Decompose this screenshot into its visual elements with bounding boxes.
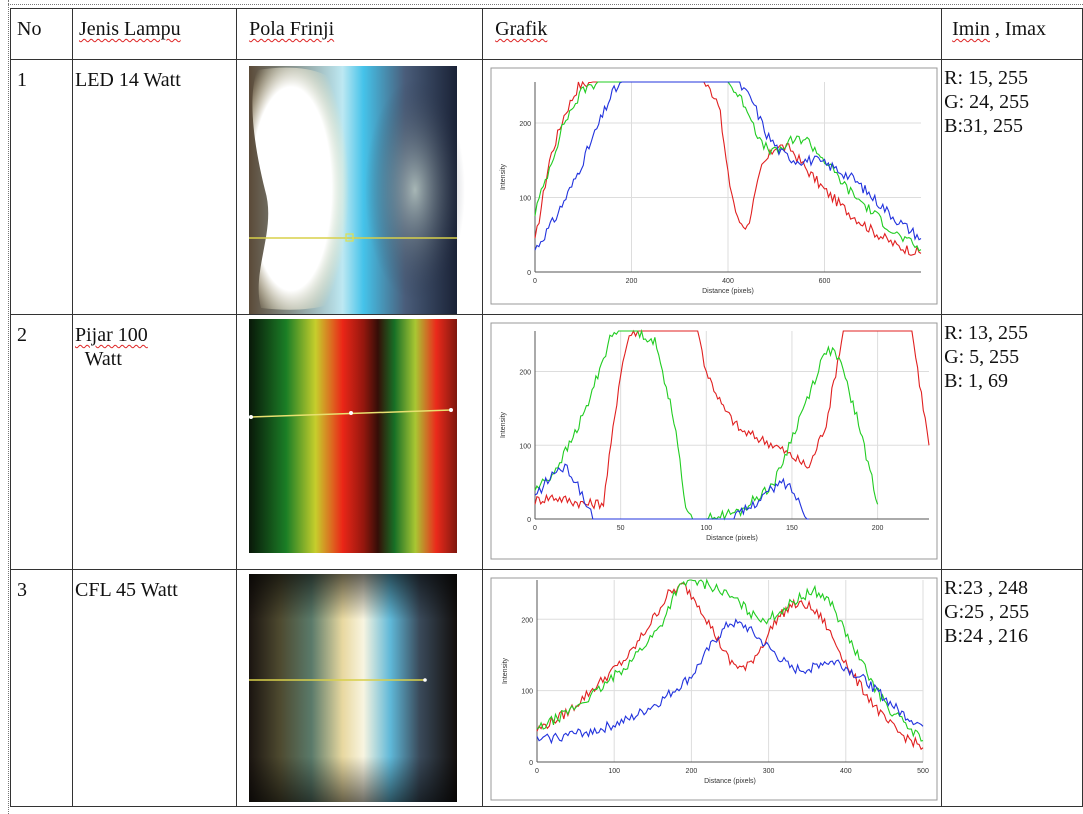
header-imin-label: Imin: [952, 18, 990, 40]
page-margin-left: [8, 0, 9, 814]
graph-cell: 0 50 100 150 200 0 100 200 Distance (pixels) Inte…: [482, 314, 943, 570]
x-tick-label: 50: [617, 525, 625, 532]
value-green: G: 5, 255: [944, 346, 1020, 368]
y-tick-label: 100: [519, 195, 531, 202]
lamp-name-line1: Pijar 100: [75, 324, 148, 346]
value-blue: B:24 , 216: [944, 625, 1029, 647]
header-row: No Jenis Lampu Pola Frinji Grafik Imin ,…: [10, 8, 1083, 60]
value-blue: B:31, 255: [944, 115, 1024, 137]
header-imin-imax: Imin , Imax: [941, 8, 1083, 60]
intensity-chart-cfl: 0 100 200 300 400 500 0 100 200 Distance (pixels)…: [490, 577, 938, 801]
intensity-chart-incandescent: 0 50 100 150 200 0 100 200 Distance (pixels) Inte…: [490, 322, 938, 560]
value-red: R: 13, 255: [944, 322, 1029, 344]
y-tick-label: 200: [521, 617, 533, 624]
y-tick-label: 200: [519, 121, 531, 128]
series-line-blue: [534, 81, 922, 251]
header-graph-label: Grafik: [495, 18, 548, 40]
table-row: 2 Pijar 100 Watt: [10, 314, 1083, 570]
table-row: 3 CFL 45 Watt: [10, 569, 1083, 807]
lamp-name-line2: Watt: [75, 348, 122, 370]
x-tick-label: 0: [533, 278, 537, 285]
y-tick-label: 0: [529, 760, 533, 767]
x-tick-label: 0: [533, 525, 537, 532]
row-number: 2: [10, 314, 73, 570]
series-line-green: [536, 578, 924, 742]
fringe-photo-cfl: [249, 574, 458, 802]
x-tick-label: 500: [917, 768, 929, 775]
x-tick-label: 150: [786, 525, 798, 532]
fringe-photo-cell: [236, 569, 484, 807]
row-number: 3: [10, 569, 73, 807]
lamp-name: CFL 45 Watt: [71, 569, 238, 807]
x-tick-label: 200: [872, 525, 884, 532]
x-axis-label: Distance (pixels): [706, 535, 758, 542]
x-tick-label: 100: [701, 525, 713, 532]
y-tick-label: 0: [527, 270, 531, 277]
y-axis-label: Intensity: [500, 163, 507, 190]
chart-frame: [490, 577, 938, 801]
lamp-table: No Jenis Lampu Pola Frinji Grafik Imin ,…: [10, 8, 1083, 807]
x-tick-label: 200: [626, 278, 638, 285]
intensity-values: R: 15, 255 G: 24, 255 B:31, 255: [941, 59, 1083, 315]
header-graph: Grafik: [482, 8, 943, 60]
x-tick-label: 100: [608, 768, 620, 775]
value-red: R:23 , 248: [944, 577, 1029, 599]
header-lamp-type: Jenis Lampu: [71, 8, 238, 60]
chart-frame: [490, 67, 938, 305]
graph-cell: 0 200 400 600 0 100 200 Distance (pixels) Intens…: [482, 59, 943, 315]
series-line-red: [536, 582, 924, 751]
value-red: R: 15, 255: [944, 67, 1029, 89]
page-margin-top: [8, 4, 1083, 5]
fringe-photo-cell: [236, 314, 484, 570]
row-number: 1: [10, 59, 73, 315]
series-line-blue: [536, 618, 924, 745]
series-line-red: [534, 329, 930, 511]
x-axis-label: Distance (pixels): [702, 288, 754, 295]
header-no: No: [10, 8, 73, 60]
x-tick-label: 300: [763, 768, 775, 775]
lamp-name: LED 14 Watt: [71, 59, 238, 315]
x-tick-label: 0: [535, 768, 539, 775]
header-fringe-pattern: Pola Frinji: [236, 8, 484, 60]
graph-cell: 0 100 200 300 400 500 0 100 200 Distance (pixels)…: [482, 569, 943, 807]
fringe-photo-incandescent: [249, 319, 458, 553]
x-tick-label: 400: [722, 278, 734, 285]
intensity-chart-led: 0 200 400 600 0 100 200 Distance (pixels) Intens…: [490, 67, 938, 305]
chart-frame: [490, 322, 938, 560]
y-axis-label: Intensity: [502, 657, 509, 684]
fringe-photo-cell: [236, 59, 484, 315]
y-axis-label: Intensity: [500, 411, 507, 438]
header-lamp-type-label: Jenis Lampu: [79, 18, 181, 40]
y-tick-label: 0: [527, 517, 531, 524]
intensity-values: R:23 , 248 G:25 , 255 B:24 , 216: [941, 569, 1083, 807]
intensity-values: R: 13, 255 G: 5, 255 B: 1, 69: [941, 314, 1083, 570]
value-green: G: 24, 255: [944, 91, 1030, 113]
header-fringe-label: Pola Frinji: [249, 18, 335, 40]
lamp-name: Pijar 100 Watt: [71, 314, 238, 570]
value-green: G:25 , 255: [944, 601, 1030, 623]
y-tick-label: 200: [519, 370, 531, 377]
x-tick-label: 200: [686, 768, 698, 775]
value-blue: B: 1, 69: [944, 370, 1009, 392]
fringe-photo-led: [249, 66, 466, 314]
x-tick-label: 400: [840, 768, 852, 775]
y-tick-label: 100: [521, 689, 533, 696]
header-imax-label: , Imax: [989, 18, 1047, 40]
y-tick-label: 100: [519, 443, 531, 450]
x-tick-label: 600: [819, 278, 831, 285]
series-line-blue: [534, 463, 810, 520]
x-axis-label: Distance (pixels): [704, 778, 756, 785]
table-row: 1 LED 14 Watt: [10, 59, 1083, 315]
